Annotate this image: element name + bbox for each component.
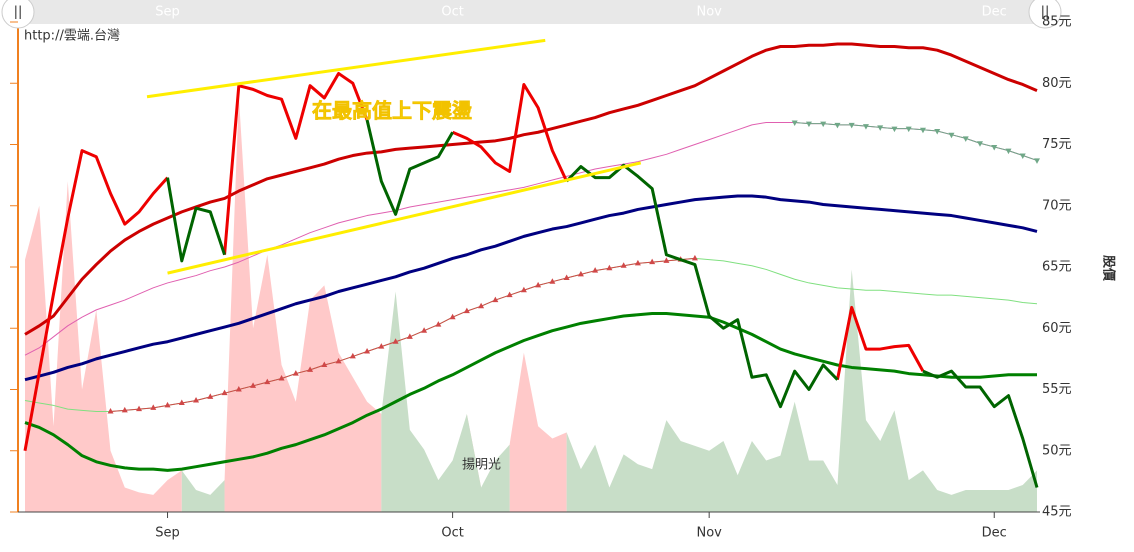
marker [449,313,456,320]
marker [235,386,242,392]
marker [1034,158,1040,164]
navigator-handle[interactable] [1028,0,1062,29]
marker [278,374,285,381]
marker [976,141,983,147]
marker [877,125,884,131]
x-tick-label: Oct [441,526,463,541]
marker [335,357,342,364]
marker [435,321,442,327]
line [24,312,1037,472]
y-tick-label: 50元 [1042,443,1072,458]
handle-grip: || [1041,5,1050,20]
marker [121,406,128,413]
marker [948,132,955,139]
marker [349,352,356,359]
marker [1005,148,1012,155]
area [181,269,1038,512]
marker [150,404,157,410]
marker [691,254,698,261]
y-tick-label: 70元 [1042,198,1072,213]
marker [378,343,385,349]
marker [991,144,998,151]
y-tick-label: 85元 [1042,15,1072,30]
area [25,95,567,512]
marker [820,121,827,128]
marker [919,127,926,134]
marker [791,120,798,126]
marker [392,338,399,344]
marker [891,126,898,133]
marker [563,274,570,281]
line [166,119,1039,488]
marker [649,258,656,265]
marker [805,121,812,128]
plot-area [23,38,1040,512]
marker [421,327,428,333]
marker [506,291,513,298]
line [24,42,1038,336]
marker [520,286,527,293]
trendline [167,161,642,275]
line [24,257,1038,413]
marker [535,281,542,288]
marker [463,307,470,314]
marker [406,333,413,339]
marker [364,348,371,354]
marker [250,382,257,388]
marker [193,397,200,403]
y-tick-label: 60元 [1042,321,1072,336]
marker [136,405,143,412]
marker [307,366,314,372]
y-tick-label: 80元 [1042,76,1072,91]
marker [207,393,214,399]
marker [834,122,841,129]
marker [264,378,271,385]
line [24,194,1038,382]
marker [962,136,969,142]
marker [549,278,556,284]
marker [905,126,912,133]
y-tick-label: 65元 [1042,260,1072,275]
marker [292,370,299,376]
navigator-handle[interactable] [1,0,35,29]
line [794,121,1038,161]
marker [592,267,599,273]
x-tick-label: Nov [696,526,722,541]
navigator-label: Oct [441,5,463,20]
marker [934,129,941,135]
watermark: http://雲端.台灣 [24,29,120,44]
x-tick-label: Sep [155,526,180,541]
x-tick-label: Dec [982,526,1007,541]
y-axis-title: 股價 [1101,255,1117,282]
marker [663,257,670,263]
marker [478,302,485,309]
marker [321,361,328,367]
y-tick-label: 55元 [1042,382,1072,397]
marker [107,408,114,414]
handle-grip: || [14,5,23,20]
annotation: 在最高值上下震盪 [312,99,472,123]
marker [577,270,584,277]
navigator-label: Nov [696,5,722,20]
marker [634,259,641,266]
line [110,257,695,413]
line [23,71,925,452]
marker [164,401,171,408]
y-tick-label: 45元 [1042,505,1072,520]
navigator-label: Sep [155,5,180,20]
marker [862,124,869,130]
annotation: 揚明光 [462,457,501,473]
y-tick-label: 75元 [1042,137,1072,152]
navigator-bar[interactable] [18,0,1042,24]
marker [492,296,499,303]
marker [1019,153,1026,160]
marker [178,399,185,405]
marker [848,122,855,129]
marker [620,262,627,268]
navigator-label: Dec [982,5,1007,20]
marker [221,389,228,396]
trendline [146,38,546,99]
marker [606,264,613,271]
